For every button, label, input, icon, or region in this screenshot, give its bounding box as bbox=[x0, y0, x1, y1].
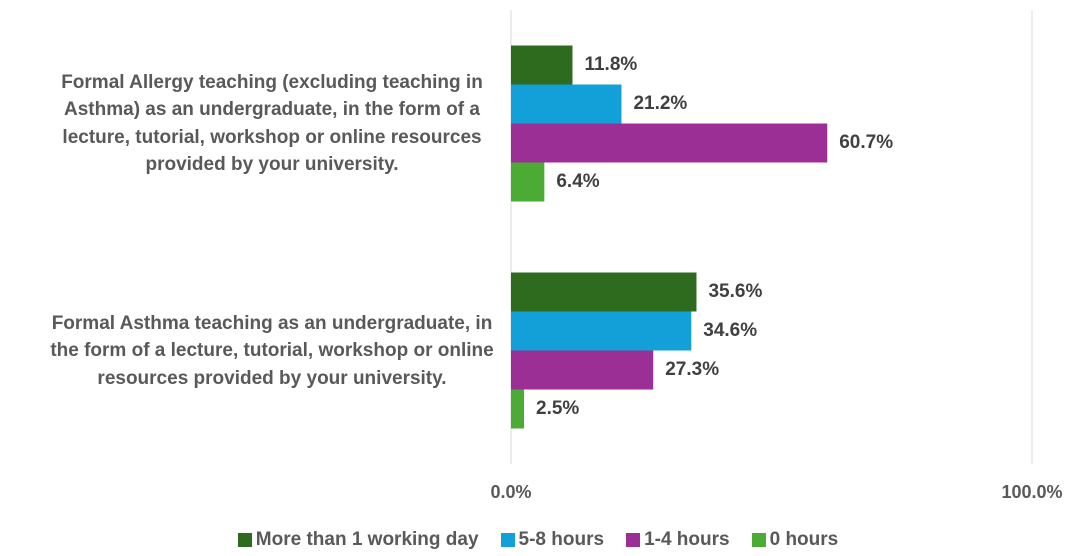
legend-label: 5-8 hours bbox=[518, 529, 605, 550]
legend-item: More than 1 working day bbox=[237, 529, 479, 551]
bar bbox=[511, 389, 525, 429]
bar bbox=[511, 84, 622, 124]
bar bbox=[511, 123, 828, 163]
data-label: 21.2% bbox=[633, 93, 687, 114]
data-label: 11.8% bbox=[584, 54, 637, 75]
category-label: Formal Asthma teaching as an undergradua… bbox=[50, 312, 494, 389]
bar bbox=[511, 162, 545, 202]
data-label: 6.4% bbox=[556, 171, 599, 192]
data-label: 2.5% bbox=[536, 398, 579, 419]
legend-label: 0 hours bbox=[769, 529, 839, 550]
legend-item: 5-8 hours bbox=[500, 529, 605, 551]
legend-item: 0 hours bbox=[751, 529, 839, 551]
legend-swatch bbox=[500, 533, 515, 547]
x-tick-label: 100.0% bbox=[1001, 482, 1062, 502]
data-label: 34.6% bbox=[703, 320, 757, 341]
x-tick-label: 0.0% bbox=[490, 482, 531, 502]
legend-label: 1-4 hours bbox=[644, 529, 730, 550]
legend-item: 1-4 hours bbox=[626, 529, 730, 551]
legend-swatch bbox=[237, 533, 252, 547]
category-label: Formal Allergy teaching (excluding teach… bbox=[61, 71, 483, 176]
bar bbox=[511, 350, 654, 390]
data-label: 35.6% bbox=[708, 281, 762, 302]
data-label: 27.3% bbox=[665, 359, 719, 380]
legend: More than 1 working day 5-8 hours 1-4 hour… bbox=[0, 529, 1076, 551]
bar bbox=[511, 45, 573, 85]
legend-label: More than 1 working day bbox=[255, 529, 479, 550]
legend-swatch bbox=[626, 533, 641, 547]
legend-swatch bbox=[751, 533, 766, 547]
data-label: 60.7% bbox=[839, 132, 893, 153]
bar bbox=[511, 272, 697, 312]
bar bbox=[511, 311, 692, 351]
